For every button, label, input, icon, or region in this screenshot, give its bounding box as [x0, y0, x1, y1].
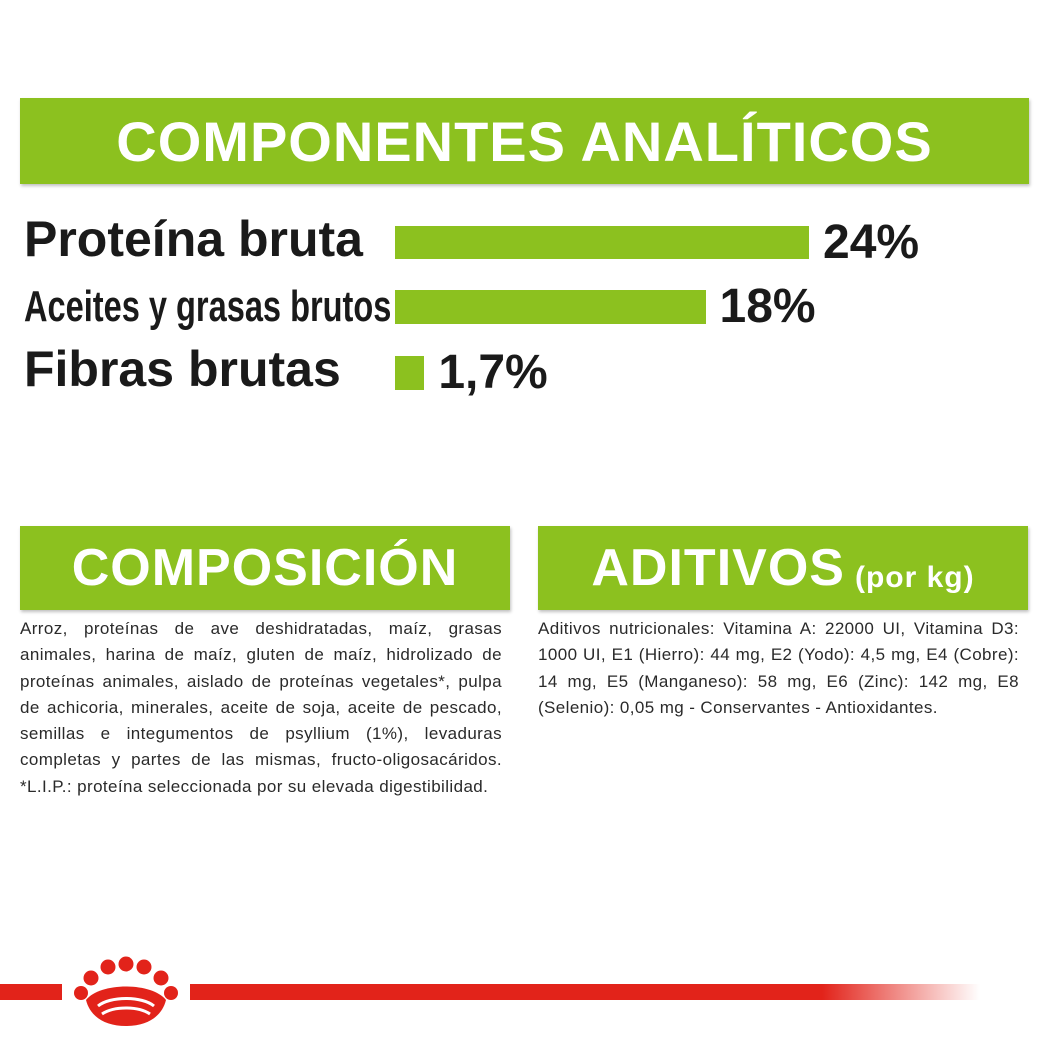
additives-title: ADITIVOS [591, 539, 845, 597]
fiber-label: Fibras brutas [24, 341, 341, 397]
fat-bar [395, 290, 706, 324]
composition-banner: COMPOSICIÓN [20, 526, 510, 610]
composition-text: Arroz, proteínas de ave deshidratadas, m… [20, 619, 502, 796]
protein-bar [395, 226, 809, 259]
additives-text: Aditivos nutricionales: Vitamina A: 2200… [538, 619, 1019, 717]
fiber-bar [395, 356, 425, 390]
footer-line-left [0, 984, 62, 1000]
analytic-components-title: COMPONENTES ANALÍTICOS [116, 109, 933, 173]
composition-title: COMPOSICIÓN [71, 539, 459, 597]
fat-label: Aceites y grasas brutos [24, 282, 392, 331]
fat-value: 18% [719, 280, 816, 333]
additives-banner: ADITIVOS (por kg) [538, 526, 1028, 610]
additives-subtitle: (por kg) [854, 561, 975, 594]
footer-line-right [190, 984, 980, 1000]
royal-canin-crown-icon [74, 956, 178, 1026]
fiber-value: 1,7% [438, 346, 548, 399]
protein-value: 24% [823, 216, 920, 269]
protein-label: Proteína bruta [24, 211, 363, 267]
analytic-components-banner: COMPONENTES ANALÍTICOS [20, 98, 1029, 184]
